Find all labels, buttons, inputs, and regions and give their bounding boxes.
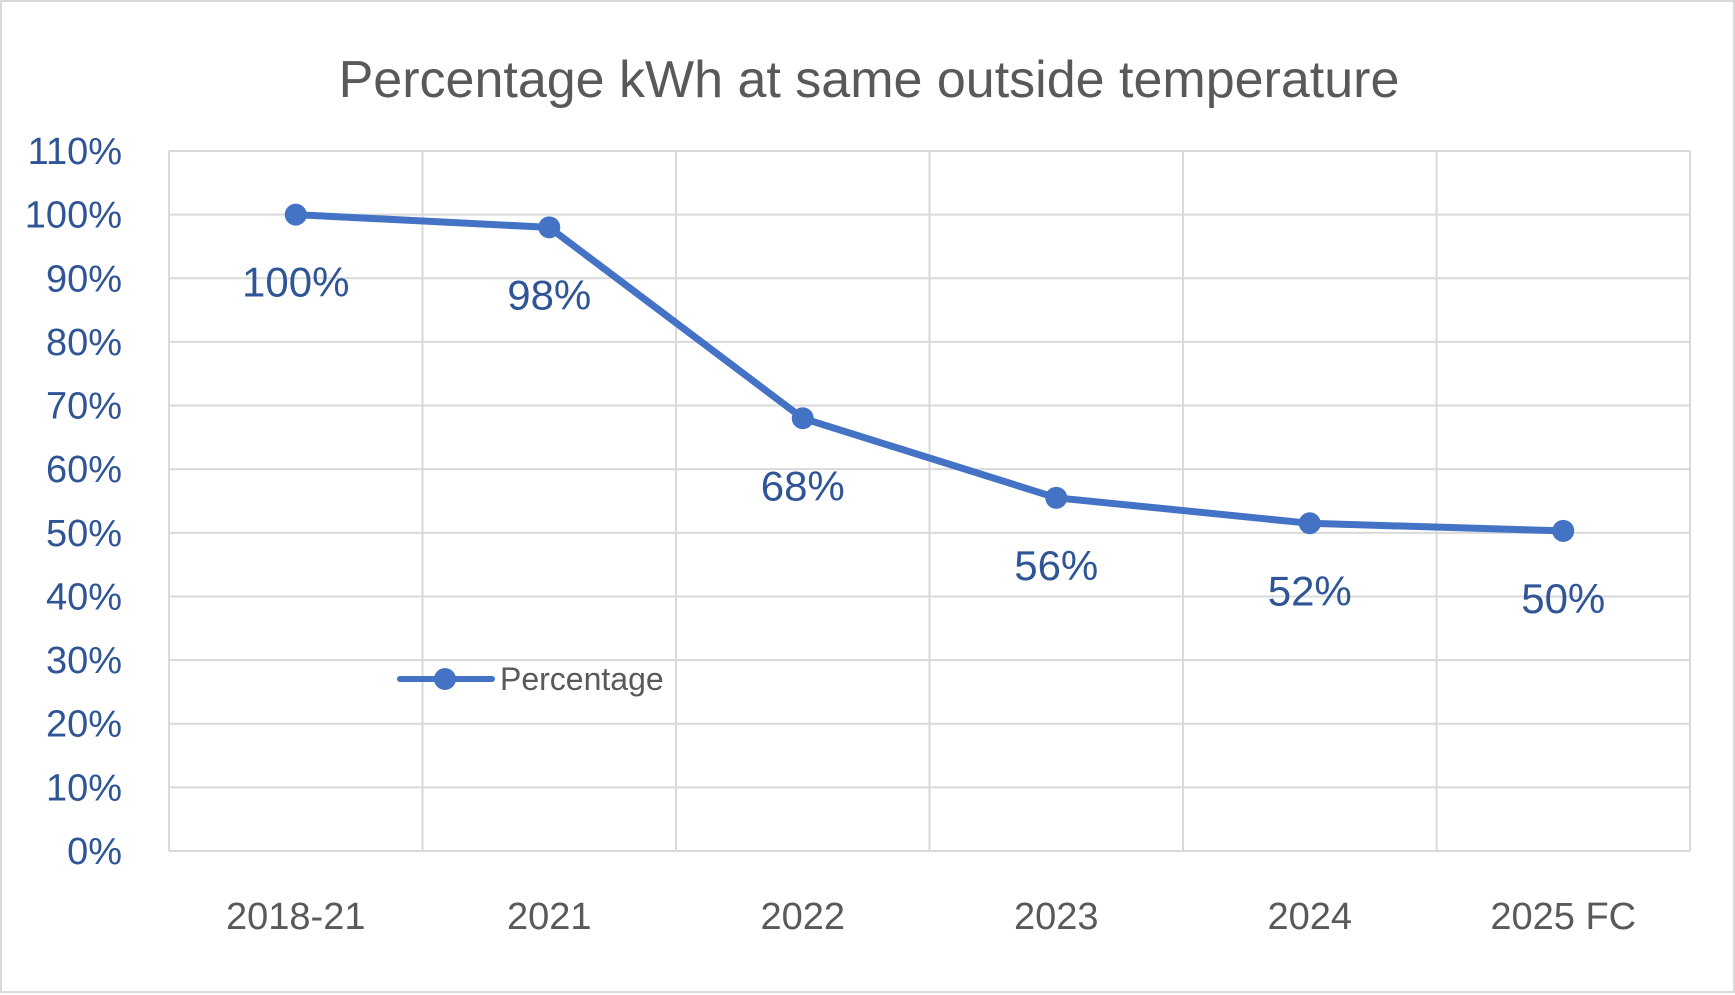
data-point	[1298, 512, 1321, 535]
y-tick-label: 70%	[46, 386, 122, 428]
y-tick-label: 100%	[25, 195, 122, 237]
series-percentage	[284, 203, 1575, 542]
data-label: 56%	[1014, 542, 1098, 589]
series-line-percentage	[292, 211, 1567, 535]
y-tick-label: 80%	[46, 322, 122, 364]
data-point	[284, 203, 307, 226]
y-tick-label: 20%	[46, 704, 122, 746]
chart-title: Percentage kWh at same outside temperatu…	[339, 51, 1400, 109]
x-tick-label: 2024	[1267, 896, 1352, 938]
x-tick-label: 2022	[760, 896, 845, 938]
x-tick-label: 2021	[507, 896, 592, 938]
data-label: 68%	[761, 462, 845, 509]
legend-point-marker	[434, 668, 456, 690]
x-tick-label: 2023	[1014, 896, 1099, 938]
x-tick-label: 2018-21	[226, 896, 365, 938]
legend-label: Percentage	[500, 661, 664, 697]
data-labels: 100% 98% 68% 56% 52% 50%	[242, 259, 1605, 622]
data-label: 52%	[1268, 567, 1352, 614]
data-point	[1045, 486, 1068, 509]
y-tick-label: 60%	[46, 449, 122, 491]
legend: Percentage	[397, 661, 664, 697]
data-point	[1552, 519, 1575, 542]
data-point	[791, 407, 814, 430]
data-label: 100%	[242, 259, 349, 306]
y-tick-label: 50%	[46, 513, 122, 555]
data-label: 98%	[507, 271, 591, 318]
data-point	[538, 216, 561, 239]
x-tick-label: 2025 FC	[1490, 896, 1636, 938]
grid-layer	[168, 150, 1691, 852]
y-tick-label: 110%	[28, 131, 122, 173]
y-axis: 0% 10% 20% 30% 40% 50% 60% 70% 80% 90% 100% 110%	[25, 131, 122, 873]
y-tick-label: 0%	[67, 831, 122, 873]
x-axis: 2018-21 2021 2022 2023 2024 2025 FC	[226, 896, 1636, 938]
y-tick-label: 10%	[46, 767, 122, 809]
y-tick-label: 90%	[46, 258, 122, 300]
y-tick-label: 40%	[46, 576, 122, 618]
y-tick-label: 30%	[46, 640, 122, 682]
data-label: 50%	[1521, 575, 1605, 622]
